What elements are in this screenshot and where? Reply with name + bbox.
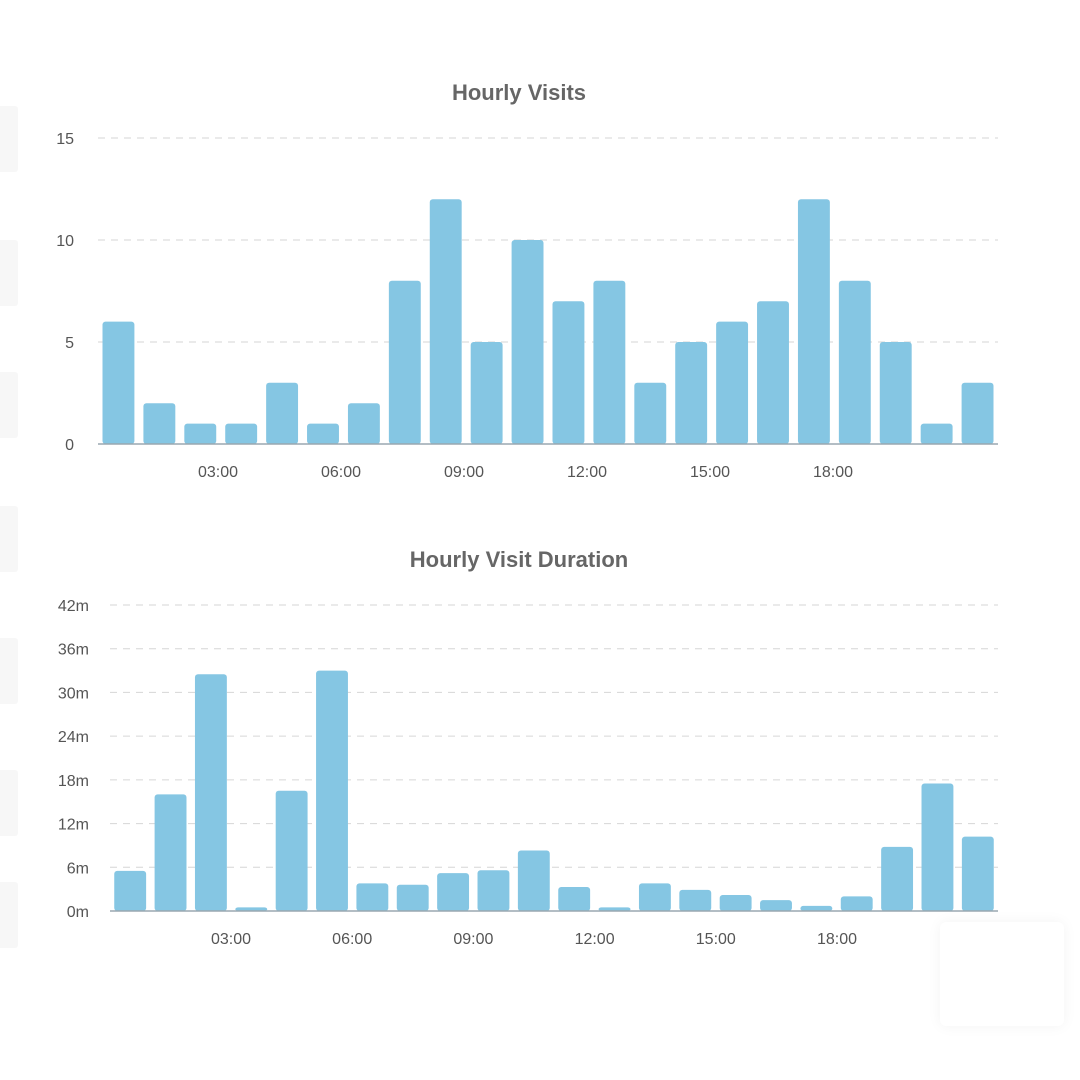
bar: [638, 883, 671, 911]
bar: [470, 342, 503, 444]
bar: [114, 870, 147, 911]
chart-title: Hourly Visits: [452, 80, 586, 105]
bar: [558, 886, 591, 911]
bar: [719, 894, 752, 911]
y-tick-label: 5: [65, 335, 74, 352]
floating-panel: [940, 922, 1064, 1026]
y-tick-label: 0: [65, 437, 74, 454]
side-panel-edge: [0, 882, 18, 948]
bar: [316, 670, 348, 911]
bar: [797, 199, 830, 444]
bar: [552, 301, 585, 444]
bar: [593, 280, 626, 444]
bar: [598, 907, 631, 911]
bar: [879, 342, 912, 444]
side-panel-edge: [0, 372, 18, 438]
bar: [356, 883, 389, 911]
x-tick-label: 18:00: [817, 931, 857, 948]
y-tick-label: 0m: [67, 904, 89, 921]
x-tick-label: 09:00: [444, 464, 484, 481]
bar: [760, 900, 792, 911]
bar: [437, 873, 470, 911]
y-tick-label: 36m: [58, 642, 89, 659]
y-tick-label: 18m: [58, 773, 89, 790]
bar: [757, 301, 789, 444]
bar: [396, 884, 429, 911]
side-panel-edge: [0, 106, 18, 172]
y-tick-label: 24m: [58, 729, 89, 746]
x-tick-label: 09:00: [453, 931, 493, 948]
y-tick-label: 10: [56, 233, 74, 250]
bar: [235, 907, 268, 911]
bar: [154, 794, 187, 911]
chart-title: Hourly Visit Duration: [410, 547, 628, 572]
bar: [679, 889, 712, 911]
bar: [961, 382, 994, 444]
bar: [800, 905, 833, 911]
bar: [716, 321, 749, 444]
side-panel-edge: [0, 638, 18, 704]
x-tick-label: 06:00: [321, 464, 361, 481]
hourly-visits-chart: Hourly Visits 0 5 10 15 03:00 06:00 09:00 12:00 1…: [56, 80, 998, 481]
bar: [511, 240, 544, 444]
bar: [675, 342, 708, 444]
bar: [275, 790, 308, 911]
bar: [266, 382, 299, 444]
bar: [840, 896, 873, 911]
side-panel-edge: [0, 240, 18, 306]
y-tick-label: 15: [56, 131, 74, 148]
x-tick-label: 03:00: [198, 464, 238, 481]
x-tick-label: 12:00: [575, 931, 615, 948]
x-tick-label: 15:00: [696, 931, 736, 948]
y-tick-label: 30m: [58, 685, 89, 702]
bar: [102, 321, 135, 444]
bar: [881, 846, 914, 911]
side-panel-edge: [0, 770, 18, 836]
bar: [307, 423, 339, 444]
bar: [184, 423, 217, 444]
side-panel-edge: [0, 506, 18, 572]
bar: [634, 382, 667, 444]
bar: [921, 783, 954, 911]
bar: [143, 403, 176, 444]
bar: [225, 423, 258, 444]
y-tick-label: 42m: [58, 598, 89, 615]
bar: [477, 870, 510, 911]
bar: [838, 280, 871, 444]
bar: [920, 423, 953, 444]
x-tick-label: 06:00: [332, 931, 372, 948]
x-tick-label: 18:00: [813, 464, 853, 481]
x-tick-label: 12:00: [567, 464, 607, 481]
x-tick-label: 15:00: [690, 464, 730, 481]
bar: [388, 280, 421, 444]
bar: [347, 403, 380, 444]
bar: [961, 836, 994, 911]
y-tick-label: 6m: [67, 860, 89, 877]
y-tick-label: 12m: [58, 817, 89, 834]
x-tick-label: 03:00: [211, 931, 251, 948]
hourly-visit-duration-chart: Hourly Visit Duration 0m 6m 12m 18m 24m 30m 36m…: [58, 547, 998, 948]
bar: [194, 674, 227, 911]
bar: [429, 199, 462, 444]
bar: [517, 850, 550, 911]
